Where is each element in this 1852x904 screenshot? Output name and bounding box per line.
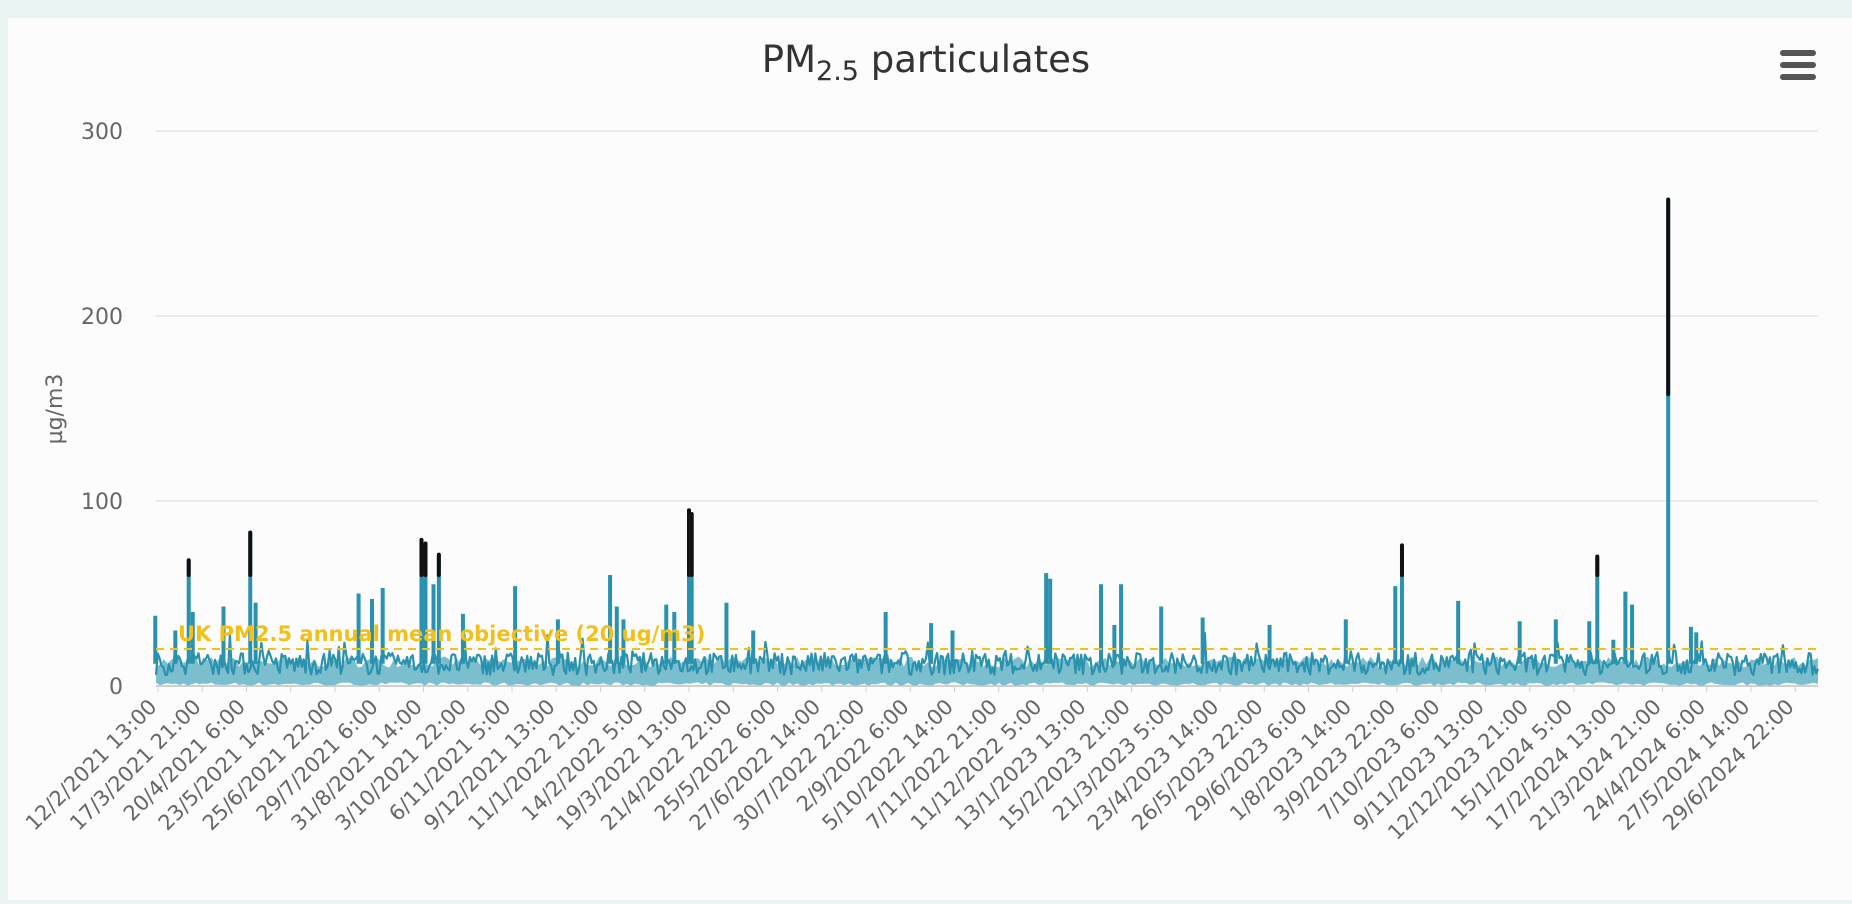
menu-bar bbox=[1780, 62, 1816, 68]
menu-bar bbox=[1780, 50, 1816, 56]
y-tick-label: 0 bbox=[109, 675, 123, 700]
y-tick-label: 100 bbox=[81, 490, 123, 515]
reference-line-label: UK PM2.5 annual mean objective (20 ug/m3… bbox=[178, 622, 705, 646]
chart-title: PM2.5 particulates bbox=[0, 38, 1852, 87]
y-tick-label: 300 bbox=[81, 120, 123, 145]
hamburger-menu-icon[interactable] bbox=[1778, 48, 1818, 84]
menu-bar bbox=[1780, 74, 1816, 80]
chart-card bbox=[8, 18, 1852, 900]
title-subscript: 2.5 bbox=[816, 56, 859, 87]
title-rest: particulates bbox=[858, 38, 1091, 81]
y-axis-label: µg/m3 bbox=[43, 374, 68, 445]
y-tick-label: 200 bbox=[81, 305, 123, 330]
title-main: PM bbox=[761, 38, 817, 81]
